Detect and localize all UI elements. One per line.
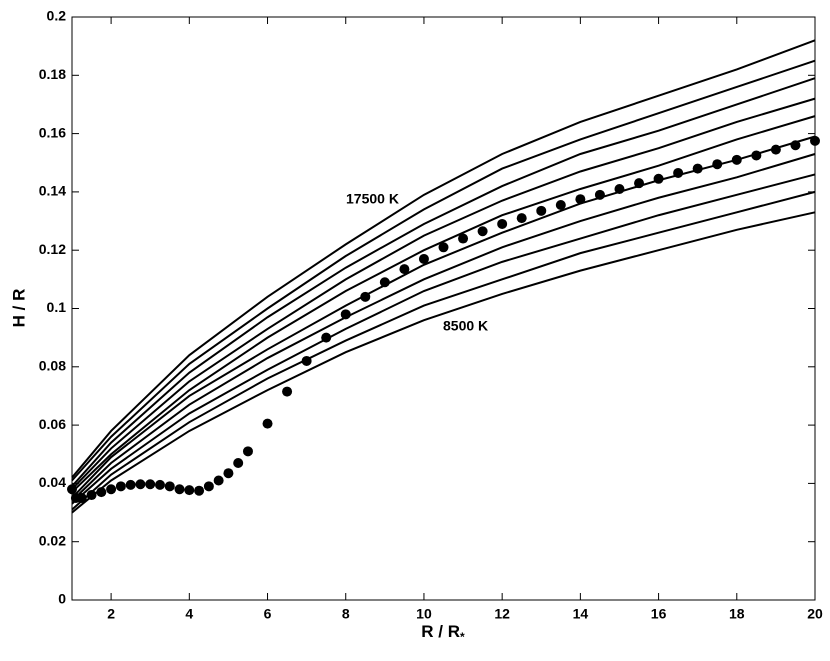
y-tick-label: 0.2 bbox=[47, 8, 67, 24]
data-point bbox=[213, 475, 224, 486]
data-point bbox=[516, 213, 527, 224]
x-tick-label: 10 bbox=[416, 606, 432, 622]
y-tick-label: 0.1 bbox=[47, 299, 67, 315]
data-point bbox=[790, 140, 801, 151]
data-point bbox=[340, 309, 351, 320]
data-point bbox=[96, 487, 107, 498]
data-point bbox=[76, 492, 87, 503]
line bbox=[71, 97, 816, 490]
y-tick-label: 0.06 bbox=[39, 416, 66, 432]
data-point bbox=[184, 485, 195, 496]
data-point bbox=[106, 484, 117, 495]
data-point bbox=[67, 484, 77, 495]
x-tick-label: 8 bbox=[342, 606, 350, 622]
x-tick-label: 20 bbox=[807, 606, 823, 622]
data-point bbox=[154, 479, 165, 490]
y-tick-label: 0.18 bbox=[39, 66, 66, 82]
data-point bbox=[810, 135, 820, 146]
data-point bbox=[555, 200, 566, 211]
data-point bbox=[751, 150, 762, 161]
data-point bbox=[594, 189, 605, 200]
x-tick-label: 6 bbox=[264, 606, 272, 622]
data-point bbox=[692, 163, 703, 174]
data-point bbox=[536, 205, 547, 216]
x-tick-label: 18 bbox=[729, 606, 745, 622]
y-tick-label: 0.12 bbox=[39, 241, 66, 257]
data-point bbox=[712, 159, 723, 170]
data-point bbox=[653, 173, 664, 184]
data-point bbox=[115, 481, 126, 492]
data-point bbox=[321, 332, 332, 343]
x-axis-label-subscript: * bbox=[460, 630, 465, 644]
line bbox=[71, 135, 816, 499]
x-tick-label: 16 bbox=[651, 606, 667, 622]
data-point bbox=[203, 481, 214, 492]
y-tick-label: 0.16 bbox=[39, 124, 66, 140]
line bbox=[71, 153, 816, 502]
x-tick-label: 12 bbox=[494, 606, 510, 622]
x-tick-label: 14 bbox=[573, 606, 589, 622]
data-point bbox=[262, 418, 273, 429]
data-point bbox=[174, 484, 185, 495]
data-point bbox=[458, 233, 469, 244]
y-tick-label: 0.08 bbox=[39, 358, 66, 374]
data-point bbox=[477, 226, 488, 237]
data-point bbox=[614, 183, 625, 194]
y-tick-label: 0 bbox=[58, 591, 66, 607]
line bbox=[71, 173, 816, 505]
data-point bbox=[634, 178, 645, 189]
line bbox=[71, 190, 816, 511]
data-point bbox=[575, 194, 586, 205]
x-axis-label: R / R* bbox=[421, 622, 465, 644]
x-tick-label: 4 bbox=[185, 606, 193, 622]
data-point bbox=[438, 242, 449, 253]
data-point bbox=[233, 457, 244, 468]
data-point bbox=[360, 291, 371, 302]
x-axis-label-main: R / R bbox=[421, 622, 460, 641]
data-point bbox=[731, 154, 742, 165]
data-point bbox=[86, 490, 97, 501]
data-point bbox=[379, 277, 390, 288]
y-axis-label: H / R bbox=[9, 289, 28, 328]
data-point bbox=[673, 167, 684, 178]
line bbox=[71, 77, 816, 487]
annotation: 8500 K bbox=[443, 318, 488, 334]
plot-frame bbox=[71, 16, 816, 601]
x-tick-label: 2 bbox=[107, 606, 115, 622]
data-point bbox=[125, 479, 136, 490]
data-point bbox=[194, 485, 205, 496]
y-tick-label: 0.04 bbox=[39, 474, 66, 490]
data-point bbox=[418, 253, 429, 264]
line bbox=[71, 59, 816, 482]
data-point bbox=[399, 264, 410, 275]
annotation: 17500 K bbox=[346, 191, 399, 207]
data-point bbox=[223, 468, 234, 479]
line bbox=[71, 115, 816, 493]
data-point bbox=[770, 144, 781, 155]
data-point bbox=[301, 355, 312, 366]
line bbox=[71, 39, 816, 479]
data-point bbox=[135, 479, 146, 490]
data-point bbox=[497, 218, 508, 229]
line bbox=[71, 211, 816, 514]
y-tick-label: 0.14 bbox=[39, 183, 66, 199]
data-point bbox=[282, 386, 293, 397]
data-point bbox=[145, 479, 156, 490]
data-point bbox=[242, 446, 253, 457]
data-point bbox=[164, 481, 175, 492]
y-tick-label: 0.02 bbox=[39, 532, 66, 548]
